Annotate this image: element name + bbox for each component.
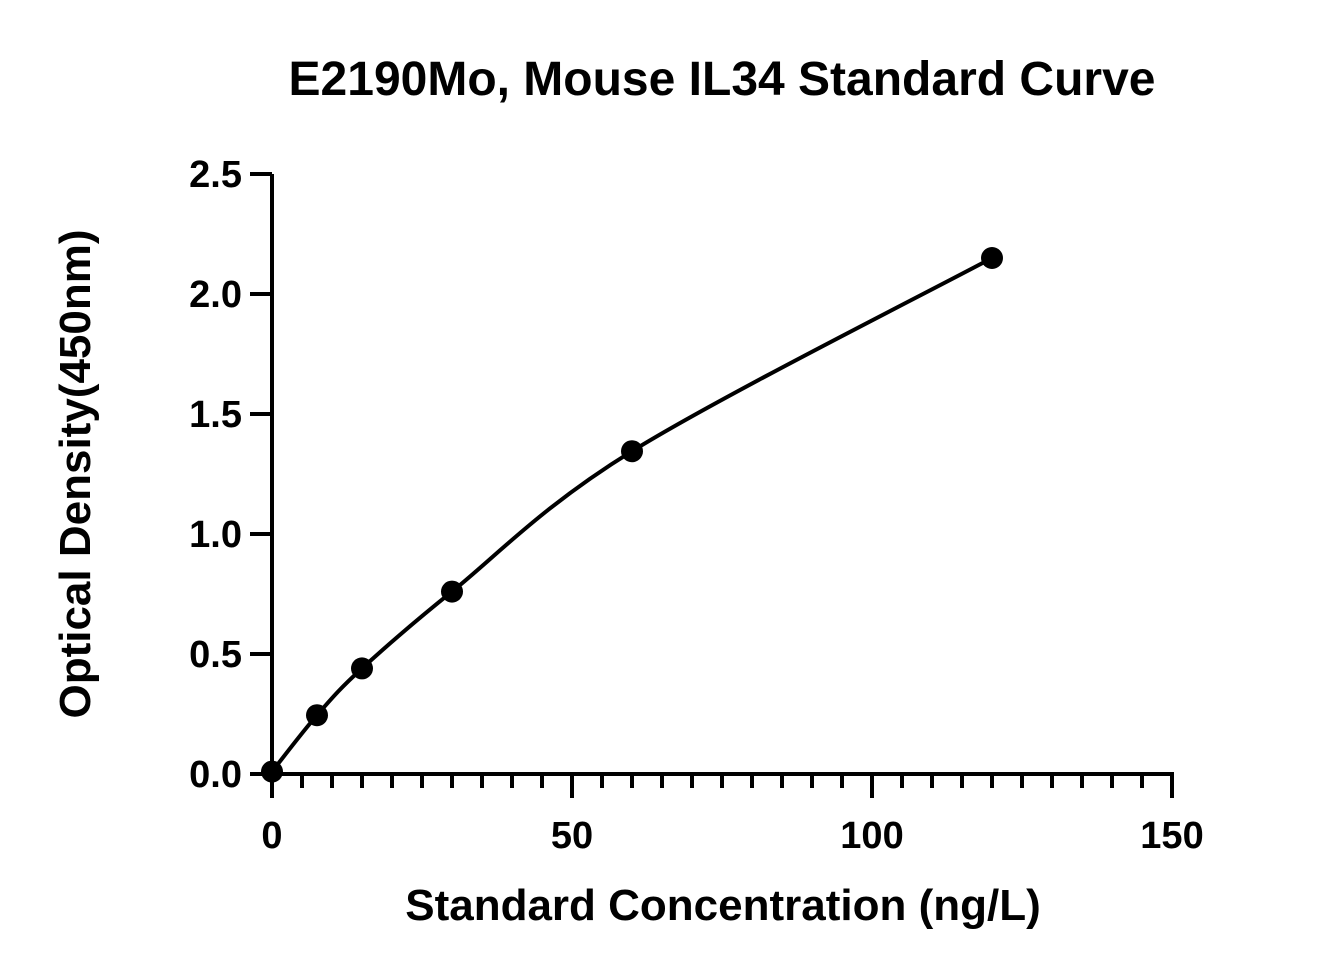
data-point <box>351 657 373 680</box>
y-tick-label: 2.0 <box>189 274 242 316</box>
y-tick-label: 0.5 <box>189 634 242 676</box>
y-axis-label: Optical Density(450nm) <box>51 229 100 718</box>
y-tick-label: 1.0 <box>189 514 242 556</box>
y-axis-ticks: 0.0 0.5 1.0 1.5 2.0 2.5 <box>189 154 272 796</box>
axes <box>270 174 1174 776</box>
data-point <box>621 440 643 463</box>
chart-title: E2190Mo, Mouse IL34 Standard Curve <box>289 53 1156 106</box>
x-tick-label: 100 <box>840 815 903 857</box>
fit-curve <box>270 256 993 773</box>
data-point <box>261 760 283 783</box>
y-tick-label: 1.5 <box>189 394 242 436</box>
y-tick-label: 2.5 <box>189 154 242 196</box>
x-tick-label: 150 <box>1140 815 1203 857</box>
data-point <box>981 247 1003 269</box>
x-axis-label: Standard Concentration (ng/L) <box>405 881 1041 930</box>
x-axis-ticks: 0 50 100 150 <box>261 774 1204 857</box>
data-point <box>441 580 463 603</box>
x-tick-label: 50 <box>551 815 593 857</box>
y-tick-label: 0.0 <box>189 754 242 796</box>
x-tick-label: 0 <box>261 815 282 857</box>
data-points <box>261 247 1003 783</box>
data-point <box>306 704 328 727</box>
